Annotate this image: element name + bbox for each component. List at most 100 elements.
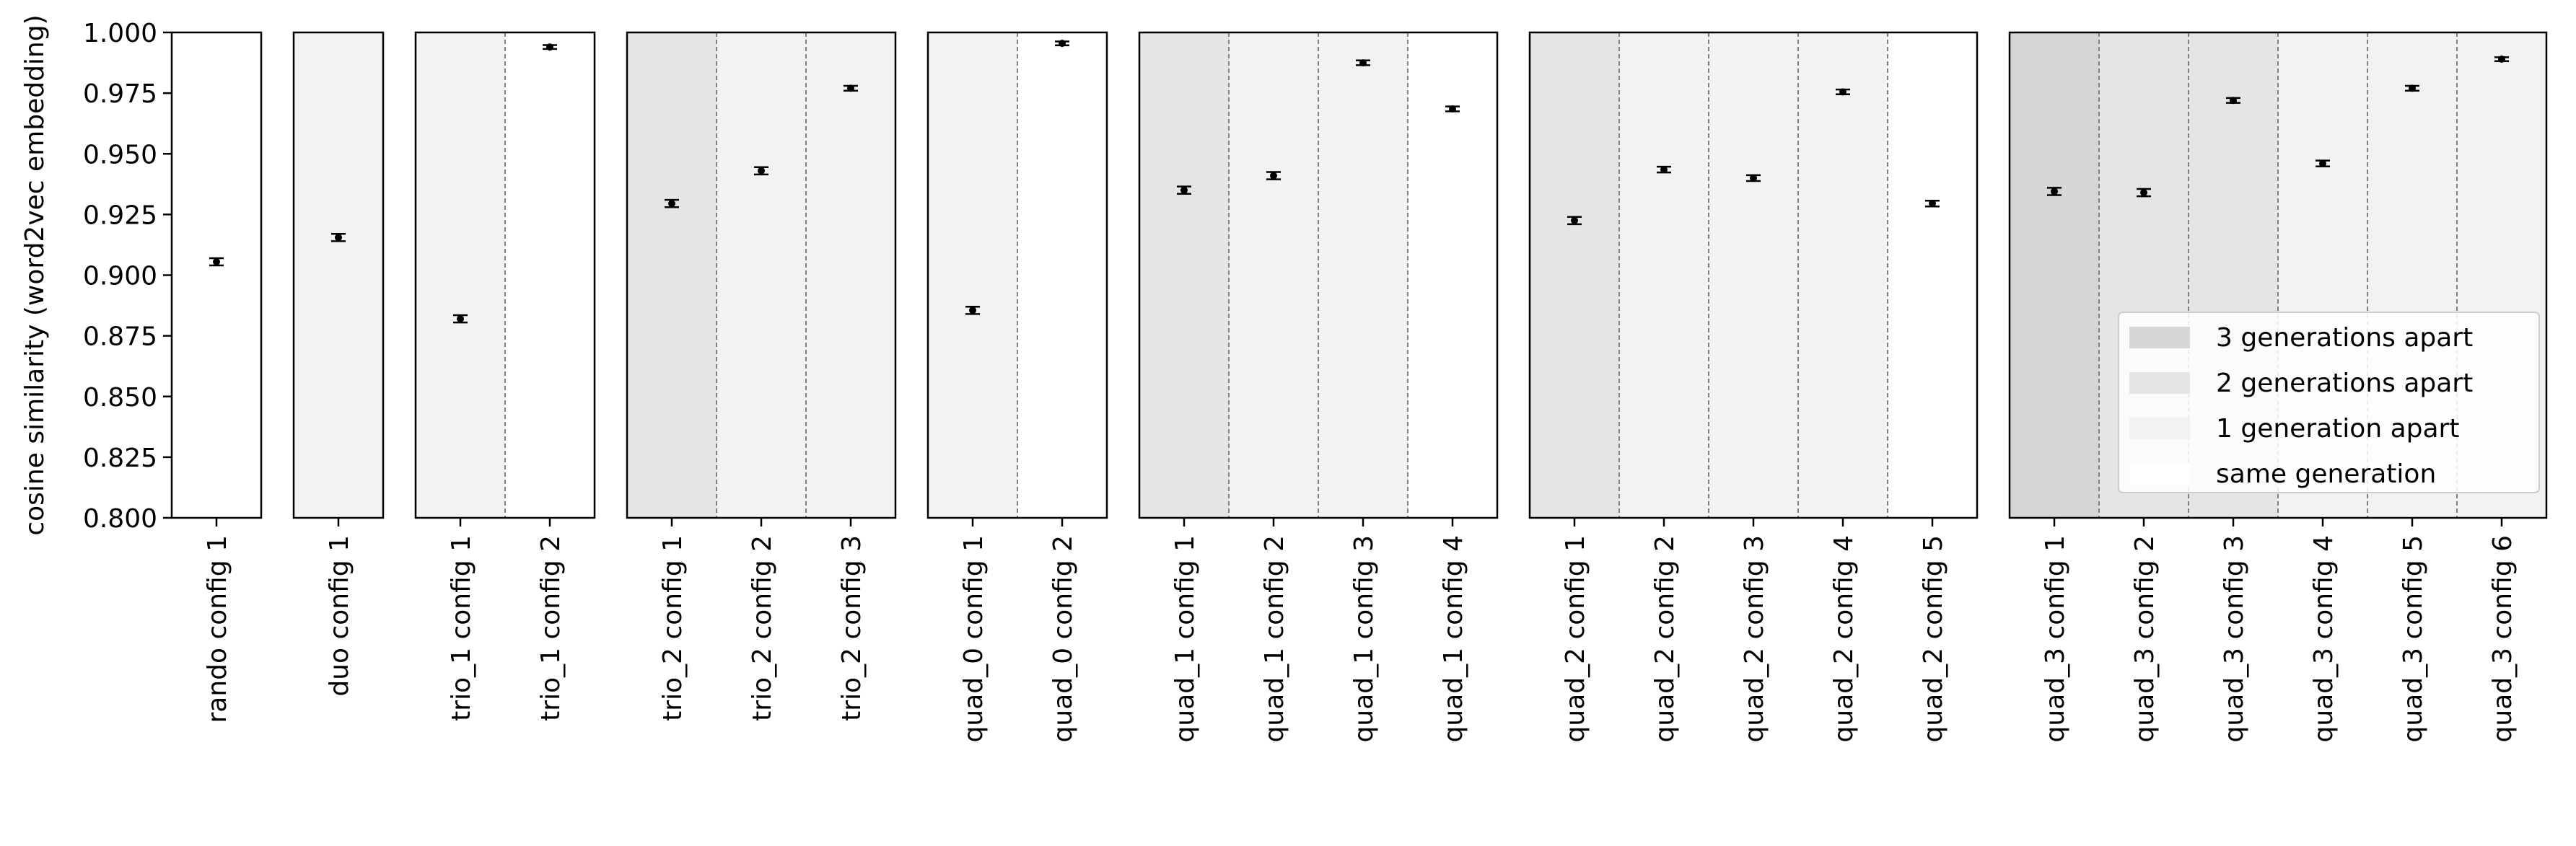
y-tick-label: 0.850: [83, 383, 157, 413]
legend-label: same generation: [2216, 459, 2436, 489]
shade-band: [416, 32, 505, 518]
x-tick-label: quad_3 config 4: [2309, 535, 2339, 742]
data-point: [758, 167, 765, 175]
data-point: [1929, 200, 1936, 208]
shade-band: [1229, 32, 1318, 518]
legend-swatch: [2129, 463, 2190, 485]
shade-band: [294, 32, 383, 518]
legend-label: 1 generation apart: [2216, 414, 2459, 444]
panel-quad_1: quad_1 config 1 quad_1 config 2 quad_1 con…: [1138, 31, 1499, 742]
x-tick-label: trio_1 config 2: [536, 535, 566, 721]
legend-box: [2118, 312, 2540, 493]
panel-trio_2: trio_2 config 1 trio_2 config 2 trio_2 con…: [626, 31, 897, 721]
panel-frame: [1138, 31, 1499, 519]
shade-band: [1798, 32, 1888, 518]
shade-band: [627, 32, 717, 518]
legend-label: 2 generations apart: [2216, 369, 2473, 398]
data-point: [1180, 186, 1188, 194]
y-tick-label: 0.875: [83, 322, 157, 352]
shade-band: [2010, 32, 2099, 518]
y-tick-label: 0.950: [83, 140, 157, 169]
shade-band: [1017, 32, 1107, 518]
x-tick-label: quad_3 config 3: [2220, 535, 2249, 742]
x-tick-label: trio_2 config 2: [748, 535, 777, 721]
y-tick-label: 0.925: [83, 201, 157, 230]
legend: 3 generations apart 2 generations apart 1 …: [2118, 312, 2540, 493]
x-tick-label: quad_2 config 1: [1561, 535, 1590, 742]
shade-band: [1139, 32, 1229, 518]
shade-band: [505, 32, 595, 518]
x-tick-label: quad_2 config 5: [1919, 535, 1948, 742]
data-point: [457, 315, 464, 323]
data-point: [668, 200, 675, 208]
x-tick-label: quad_2 config 2: [1650, 535, 1680, 742]
data-point: [2051, 188, 2058, 195]
y-tick-label: 0.900: [83, 262, 157, 291]
data-point: [213, 257, 220, 265]
x-tick-label: quad_3 config 6: [2488, 535, 2518, 742]
data-point: [335, 234, 342, 242]
x-tick-label: quad_3 config 2: [2130, 535, 2160, 742]
x-tick-label: duo config 1: [325, 535, 354, 697]
panel-trio_1: trio_1 config 1 trio_1 config 2: [414, 31, 596, 721]
x-tick-label: quad_3 config 5: [2398, 535, 2428, 742]
panel-quad_2: quad_2 config 1 quad_2 config 2 quad_2 con…: [1528, 31, 1979, 742]
shade-band: [1530, 32, 1619, 518]
x-tick-label: trio_2 config 3: [837, 535, 867, 721]
data-point: [2140, 189, 2147, 197]
legend-swatch: [2129, 372, 2190, 394]
x-tick-label: quad_2 config 3: [1740, 535, 1769, 742]
shade-band: [717, 32, 806, 518]
x-tick-label: quad_3 config 1: [2041, 535, 2070, 742]
x-tick-label: quad_1 config 1: [1170, 535, 1200, 742]
y-tick-label: 0.800: [83, 504, 157, 534]
y-tick-label: 0.825: [83, 444, 157, 473]
panel-duo: duo config 1: [292, 31, 385, 697]
y-tick-label: 0.975: [83, 79, 157, 109]
shade-band: [806, 32, 895, 518]
shade-band: [1408, 32, 1497, 518]
y-tick-label: 1.000: [83, 19, 157, 48]
x-tick-label: trio_2 config 1: [658, 535, 688, 721]
panel-frame: [2008, 31, 2548, 519]
x-tick-label: trio_1 config 1: [447, 535, 476, 721]
data-point: [1059, 40, 1066, 48]
legend-swatch: [2129, 418, 2190, 439]
shade-band: [1318, 32, 1408, 518]
x-tick-label: quad_1 config 3: [1349, 535, 1379, 742]
shade-band: [172, 32, 261, 518]
data-point: [2319, 159, 2326, 167]
data-point: [847, 84, 854, 92]
data-point: [1270, 172, 1277, 180]
legend-swatch: [2129, 327, 2190, 348]
x-tick-label: rando config 1: [203, 535, 232, 723]
data-point: [1660, 166, 1668, 174]
x-tick-label: quad_0 config 2: [1048, 535, 1078, 742]
data-point: [969, 307, 976, 314]
shade-band: [1619, 32, 1709, 518]
data-point: [2498, 56, 2505, 63]
panel-rando: rando config 1: [170, 31, 263, 723]
panel-frame: [926, 31, 1108, 519]
shade-band: [1888, 32, 1977, 518]
data-point: [2230, 97, 2237, 105]
panel-quad_0: quad_0 config 1 quad_0 config 2: [926, 31, 1108, 742]
x-tick-label: quad_1 config 2: [1260, 535, 1289, 742]
y-axis: 0.800 0.825 0.850 0.875 0.900 0.925 0.950 0.975…: [20, 14, 172, 536]
data-point: [546, 43, 553, 51]
x-tick-label: quad_2 config 4: [1829, 535, 1859, 742]
shade-band: [1709, 32, 1798, 518]
panel-frame: [414, 31, 596, 519]
data-point: [1839, 88, 1846, 96]
y-axis-label: cosine similarity (word2vec embedding): [20, 14, 50, 535]
data-point: [1359, 59, 1367, 67]
x-tick-label: quad_1 config 4: [1439, 535, 1468, 742]
shade-band: [928, 32, 1017, 518]
data-point: [2409, 84, 2416, 92]
x-tick-label: quad_0 config 1: [959, 535, 989, 742]
data-point: [1750, 174, 1757, 182]
legend-label: 3 generations apart: [2216, 323, 2473, 353]
data-point: [1449, 105, 1456, 113]
